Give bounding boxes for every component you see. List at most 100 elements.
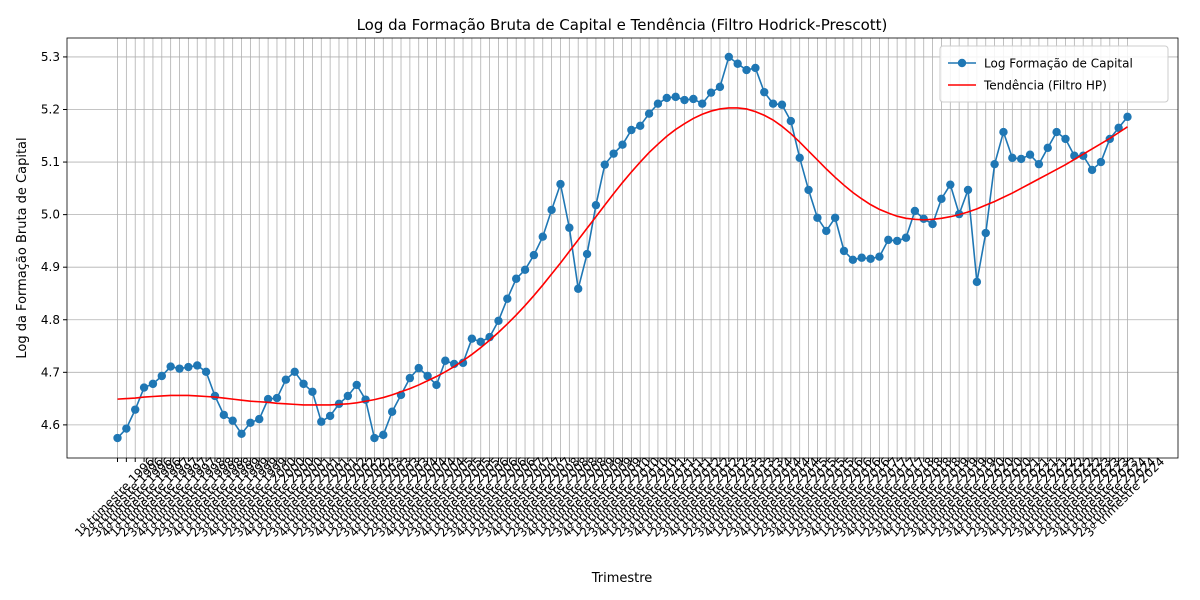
data-point bbox=[937, 194, 946, 204]
data-point bbox=[308, 387, 317, 396]
data-point bbox=[379, 430, 388, 440]
data-point bbox=[193, 361, 202, 370]
legend-marker bbox=[957, 58, 967, 68]
data-point bbox=[742, 65, 751, 75]
data-point bbox=[228, 416, 237, 425]
data-point bbox=[255, 414, 264, 424]
data-point bbox=[777, 100, 787, 109]
data-point bbox=[1016, 154, 1026, 164]
data-point bbox=[387, 407, 397, 416]
y-tick-label: 5.0 bbox=[41, 208, 60, 222]
data-point bbox=[246, 418, 255, 427]
data-point bbox=[866, 254, 875, 263]
data-point bbox=[476, 337, 485, 347]
y-tick-label: 4.9 bbox=[41, 260, 60, 274]
data-point bbox=[813, 213, 822, 222]
plot bbox=[113, 52, 1132, 443]
data-point bbox=[928, 219, 937, 229]
data-point bbox=[503, 294, 512, 303]
data-point bbox=[910, 206, 920, 216]
data-point bbox=[1008, 153, 1017, 163]
data-point bbox=[786, 116, 796, 126]
data-point bbox=[441, 356, 450, 365]
data-point bbox=[618, 140, 627, 149]
data-point bbox=[1087, 165, 1097, 175]
data-point bbox=[166, 362, 175, 371]
data-point bbox=[405, 373, 415, 383]
data-point bbox=[547, 205, 556, 215]
data-point bbox=[511, 274, 521, 283]
series-line bbox=[117, 107, 1128, 406]
data-point bbox=[591, 200, 601, 210]
data-point bbox=[1061, 134, 1070, 144]
data-point bbox=[1034, 159, 1044, 169]
data-point bbox=[884, 235, 893, 245]
data-point bbox=[804, 185, 813, 195]
data-point bbox=[751, 63, 760, 73]
data-point bbox=[875, 252, 884, 261]
data-point bbox=[139, 383, 149, 392]
plot-frame bbox=[66, 37, 1179, 459]
data-point bbox=[671, 92, 680, 102]
data-point bbox=[636, 121, 645, 130]
data-point bbox=[644, 109, 654, 118]
data-point bbox=[237, 429, 246, 439]
data-point bbox=[990, 159, 999, 169]
data-point bbox=[290, 367, 299, 376]
data-point bbox=[343, 391, 353, 401]
data-point bbox=[352, 380, 361, 390]
data-point bbox=[839, 246, 849, 256]
data-point bbox=[822, 226, 831, 236]
data-point bbox=[565, 223, 574, 232]
data-point bbox=[768, 99, 778, 108]
data-point bbox=[1096, 157, 1106, 167]
y-tick-label: 5.1 bbox=[41, 155, 60, 169]
data-point bbox=[458, 358, 468, 368]
data-point bbox=[210, 391, 220, 401]
y-tick-label: 5.2 bbox=[41, 102, 60, 116]
data-point bbox=[556, 179, 565, 189]
y-tick-label: 4.6 bbox=[41, 418, 60, 432]
y-axis-label: Log da Formação Bruta de Capital bbox=[15, 137, 30, 358]
data-point bbox=[529, 250, 539, 260]
data-point bbox=[317, 417, 326, 426]
data-point bbox=[1052, 127, 1061, 137]
data-point bbox=[175, 364, 184, 373]
chart-title: Log da Formação Bruta de Capital e Tendê… bbox=[357, 16, 888, 34]
data-point bbox=[370, 433, 379, 443]
data-point bbox=[999, 127, 1008, 137]
data-point bbox=[963, 185, 973, 195]
x-axis-label: Trimestre bbox=[591, 571, 653, 586]
data-point bbox=[680, 95, 689, 105]
legend-label: Log Formação de Capital bbox=[984, 57, 1133, 71]
y-tick-label: 4.7 bbox=[41, 365, 60, 379]
data-point bbox=[467, 334, 477, 343]
data-point bbox=[148, 379, 158, 389]
data-point bbox=[662, 93, 671, 103]
data-point bbox=[432, 380, 441, 390]
data-point bbox=[184, 362, 193, 372]
data-point bbox=[706, 88, 716, 97]
data-point bbox=[901, 233, 911, 242]
legend-box bbox=[939, 45, 1169, 103]
data-point bbox=[698, 99, 707, 108]
data-point bbox=[848, 255, 858, 265]
data-point bbox=[724, 52, 734, 62]
data-point bbox=[299, 379, 308, 389]
data-point bbox=[538, 232, 547, 241]
data-point bbox=[1043, 143, 1052, 153]
data-point bbox=[574, 284, 583, 293]
data-point bbox=[263, 394, 273, 404]
data-point bbox=[1123, 112, 1132, 122]
data-point bbox=[946, 180, 955, 189]
data-point bbox=[494, 316, 503, 326]
data-point bbox=[361, 395, 370, 404]
data-point bbox=[219, 410, 229, 420]
data-point bbox=[520, 265, 530, 275]
data-point bbox=[325, 411, 335, 421]
data-point bbox=[689, 94, 698, 104]
legend-label: Tendência (Filtro HP) bbox=[983, 79, 1107, 93]
data-point bbox=[892, 236, 902, 246]
data-point bbox=[972, 277, 982, 287]
